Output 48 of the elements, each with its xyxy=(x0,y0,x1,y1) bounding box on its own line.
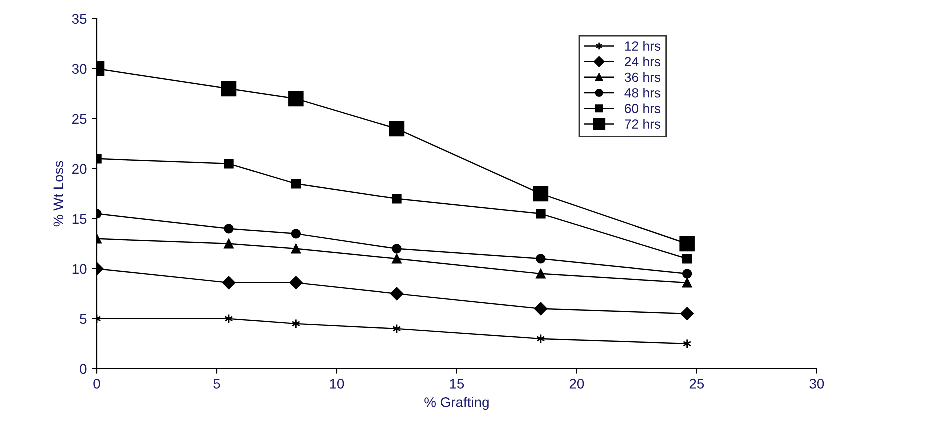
y-tick-label: 30 xyxy=(72,64,87,74)
x-tick-label: 0 xyxy=(94,379,100,389)
x-tick-label: 10 xyxy=(330,379,344,389)
legend-label: 72 hrs xyxy=(625,119,661,129)
legend-label: 12 hrs xyxy=(625,41,661,51)
x-tick-label: 15 xyxy=(450,379,464,389)
point xyxy=(680,236,695,252)
x-tick-label: 20 xyxy=(570,379,584,389)
x-tick-label: 25 xyxy=(690,379,704,389)
point xyxy=(221,81,237,97)
point xyxy=(392,244,402,254)
point xyxy=(682,269,692,279)
x-tick-label: 5 xyxy=(214,379,220,389)
y-axis-title: % Wt Loss xyxy=(54,161,64,227)
y-tick-label: 25 xyxy=(72,114,87,124)
point xyxy=(291,229,302,239)
point xyxy=(291,244,302,254)
legend-label: 36 hrs xyxy=(624,72,661,82)
y-tick-label: 20 xyxy=(72,164,87,174)
point xyxy=(224,239,234,249)
y-tick-label: 5 xyxy=(80,314,87,324)
y-tick-label: 10 xyxy=(72,264,87,274)
point xyxy=(392,194,402,204)
legend-label: 60 hrs xyxy=(625,104,661,114)
x-tick-label: 30 xyxy=(810,379,824,389)
y-tick-label: 0 xyxy=(80,364,87,374)
x-axis-title: % Grafting xyxy=(424,397,489,410)
point xyxy=(390,287,404,301)
y-tick-label: 15 xyxy=(72,214,87,224)
y-tick-label: 35 xyxy=(72,14,87,24)
point xyxy=(291,179,302,189)
point xyxy=(534,302,548,316)
point xyxy=(224,224,234,234)
point xyxy=(224,159,234,169)
point xyxy=(682,254,692,264)
point xyxy=(290,276,303,290)
point xyxy=(533,186,549,202)
point xyxy=(682,278,692,288)
point xyxy=(389,121,405,137)
point xyxy=(222,276,236,290)
point xyxy=(536,209,546,219)
point xyxy=(536,269,546,279)
point xyxy=(536,254,546,264)
point xyxy=(392,254,402,264)
point xyxy=(680,307,694,321)
legend-label: 24 hrs xyxy=(625,56,661,67)
legend-label: 48 hrs xyxy=(624,88,661,98)
point xyxy=(288,91,304,107)
